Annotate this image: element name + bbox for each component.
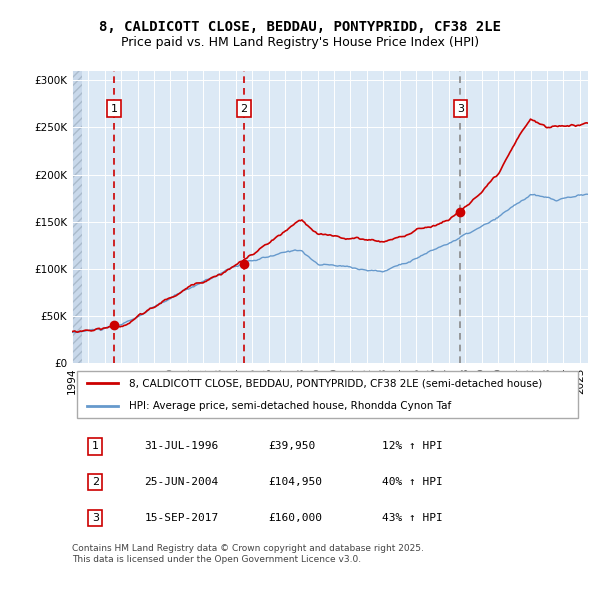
Text: 31-JUL-1996: 31-JUL-1996 xyxy=(144,441,218,451)
Text: 2: 2 xyxy=(92,477,99,487)
Text: 1: 1 xyxy=(92,441,99,451)
Text: £160,000: £160,000 xyxy=(268,513,322,523)
Text: 3: 3 xyxy=(92,513,99,523)
Text: £104,950: £104,950 xyxy=(268,477,322,487)
Text: 1: 1 xyxy=(111,104,118,114)
Bar xyxy=(72,71,82,363)
Text: 12% ↑ HPI: 12% ↑ HPI xyxy=(382,441,442,451)
Text: HPI: Average price, semi-detached house, Rhondda Cynon Taf: HPI: Average price, semi-detached house,… xyxy=(129,401,451,411)
Text: 43% ↑ HPI: 43% ↑ HPI xyxy=(382,513,442,523)
Text: 8, CALDICOTT CLOSE, BEDDAU, PONTYPRIDD, CF38 2LE: 8, CALDICOTT CLOSE, BEDDAU, PONTYPRIDD, … xyxy=(99,19,501,34)
Text: Price paid vs. HM Land Registry's House Price Index (HPI): Price paid vs. HM Land Registry's House … xyxy=(121,36,479,49)
Text: 2: 2 xyxy=(241,104,248,114)
Text: Contains HM Land Registry data © Crown copyright and database right 2025.
This d: Contains HM Land Registry data © Crown c… xyxy=(72,545,424,564)
Text: 40% ↑ HPI: 40% ↑ HPI xyxy=(382,477,442,487)
Text: 8, CALDICOTT CLOSE, BEDDAU, PONTYPRIDD, CF38 2LE (semi-detached house): 8, CALDICOTT CLOSE, BEDDAU, PONTYPRIDD, … xyxy=(129,378,542,388)
FancyBboxPatch shape xyxy=(77,371,578,418)
Text: 25-JUN-2004: 25-JUN-2004 xyxy=(144,477,218,487)
Text: 15-SEP-2017: 15-SEP-2017 xyxy=(144,513,218,523)
Text: £39,950: £39,950 xyxy=(268,441,316,451)
Text: 3: 3 xyxy=(457,104,464,114)
